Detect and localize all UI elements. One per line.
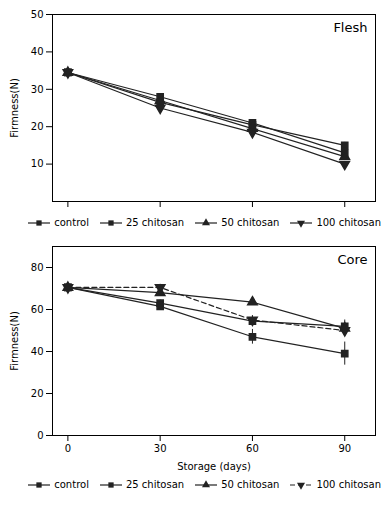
html-text:control: control: [54, 217, 89, 228]
svg-text:Core: Core: [337, 252, 367, 267]
svg-text:20: 20: [31, 121, 44, 132]
html-text:100 chitosan: 100 chitosan: [316, 217, 381, 228]
svg-text:0: 0: [65, 443, 71, 454]
html-text:25 chitosan: 25 chitosan: [125, 479, 185, 490]
html-text:50 chitosan: 50 chitosan: [221, 217, 280, 228]
html-text:control: control: [54, 479, 89, 490]
svg-text:Storage (days): Storage (days): [177, 461, 251, 472]
svg-text:60: 60: [31, 304, 44, 315]
svg-text:60: 60: [246, 443, 259, 454]
svg-text:40: 40: [31, 46, 44, 57]
svg-text:10: 10: [31, 158, 44, 169]
svg-text:Firmness(N): Firmness(N): [9, 78, 20, 138]
html-text:25 chitosan: 25 chitosan: [125, 217, 185, 228]
svg-text:30: 30: [154, 443, 167, 454]
html-text:50 chitosan: 50 chitosan: [221, 479, 280, 490]
svg-text:20: 20: [31, 388, 44, 399]
svg-text:Flesh: Flesh: [333, 20, 367, 35]
html-text:100 chitosan: 100 chitosan: [316, 479, 381, 490]
svg-text:80: 80: [31, 262, 44, 273]
svg-text:30: 30: [31, 84, 44, 95]
svg-text:40: 40: [31, 346, 44, 357]
svg-text:0: 0: [37, 430, 43, 441]
svg-text:50: 50: [31, 9, 44, 20]
svg-text:Firmness(N): Firmness(N): [9, 311, 20, 371]
svg-text:90: 90: [338, 443, 351, 454]
